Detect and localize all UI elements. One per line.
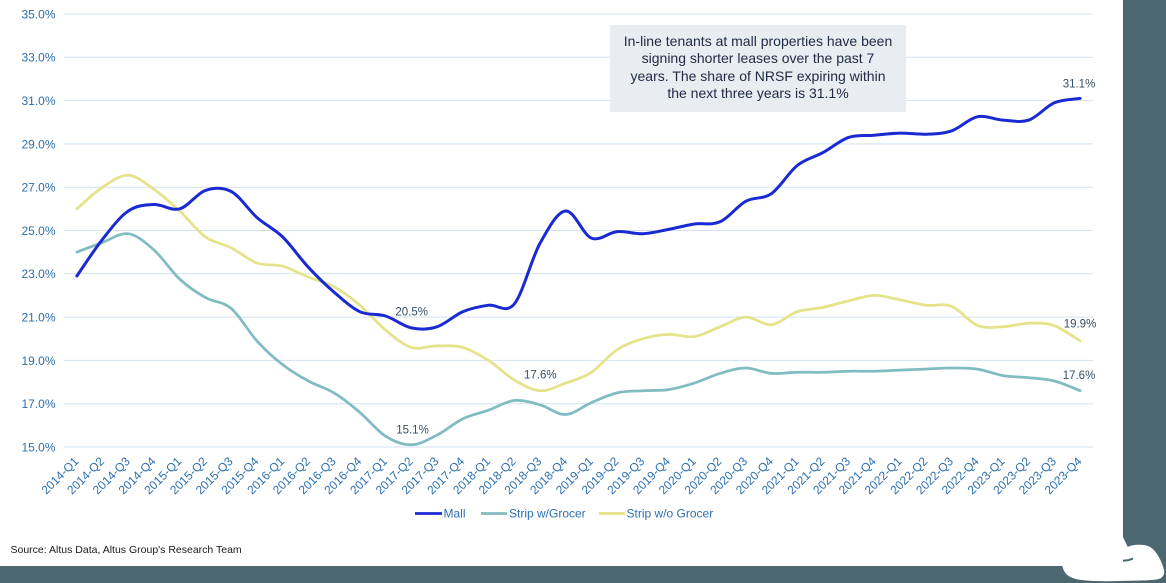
svg-text:19.9%: 19.9%	[1064, 318, 1097, 330]
svg-text:25.0%: 25.0%	[21, 224, 55, 238]
svg-text:17.0%: 17.0%	[21, 397, 55, 411]
svg-text:15.0%: 15.0%	[21, 440, 55, 454]
svg-text:33.0%: 33.0%	[21, 51, 55, 65]
svg-text:20.5%: 20.5%	[395, 307, 428, 319]
svg-text:19.0%: 19.0%	[21, 354, 55, 368]
svg-text:17.6%: 17.6%	[1063, 370, 1096, 382]
svg-text:21.0%: 21.0%	[21, 311, 55, 325]
svg-text:31.0%: 31.0%	[21, 94, 55, 108]
svg-text:Strip w/o Grocer: Strip w/o Grocer	[627, 507, 714, 521]
svg-text:31.1%: 31.1%	[1063, 79, 1096, 91]
svg-text:Strip w/Grocer: Strip w/Grocer	[509, 507, 586, 521]
svg-text:35.0%: 35.0%	[21, 7, 55, 21]
svg-text:Mall: Mall	[444, 507, 466, 521]
svg-text:27.0%: 27.0%	[21, 181, 55, 195]
svg-text:29.0%: 29.0%	[21, 137, 55, 151]
svg-text:15.1%: 15.1%	[396, 424, 429, 436]
svg-text:17.6%: 17.6%	[524, 370, 557, 382]
svg-text:23.0%: 23.0%	[21, 267, 55, 281]
